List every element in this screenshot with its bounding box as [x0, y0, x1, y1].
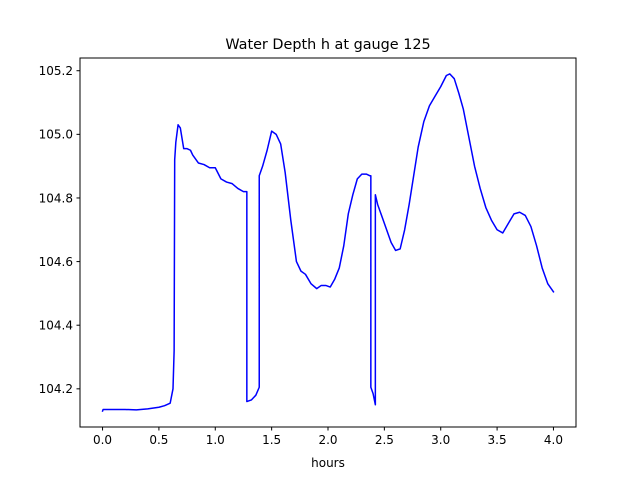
x-tick-label: 3.0	[431, 433, 450, 447]
axes-frame	[79, 57, 577, 428]
y-tick-label: 104.4	[39, 319, 73, 333]
y-tick-label: 105.2	[39, 64, 73, 78]
y-tick-label: 105.0	[39, 128, 73, 142]
x-tick-label: 3.5	[488, 433, 507, 447]
x-tick-label: 2.5	[375, 433, 394, 447]
y-tick-label: 104.6	[39, 255, 73, 269]
x-axis: 0.0 0.5 1.0 1.5 2.0 2.5 3.0 3.5 4.0	[93, 427, 563, 447]
x-tick-label: 2.0	[318, 433, 337, 447]
x-tick-label: 0.0	[93, 433, 112, 447]
x-tick-label: 0.5	[149, 433, 168, 447]
y-tick-label: 104.2	[39, 382, 73, 396]
x-tick-label: 4.0	[544, 433, 563, 447]
x-tick-label: 1.0	[206, 433, 225, 447]
x-axis-label: hours	[311, 456, 345, 470]
x-tick-label: 1.5	[262, 433, 281, 447]
plot-area	[101, 73, 555, 413]
y-tick-label: 104.8	[39, 191, 73, 205]
water-depth-series-line	[101, 73, 555, 413]
y-axis: 104.2 104.4 104.6 104.8 105.0 105.2	[39, 64, 80, 396]
chart-title: Water Depth h at gauge 125	[225, 37, 430, 53]
